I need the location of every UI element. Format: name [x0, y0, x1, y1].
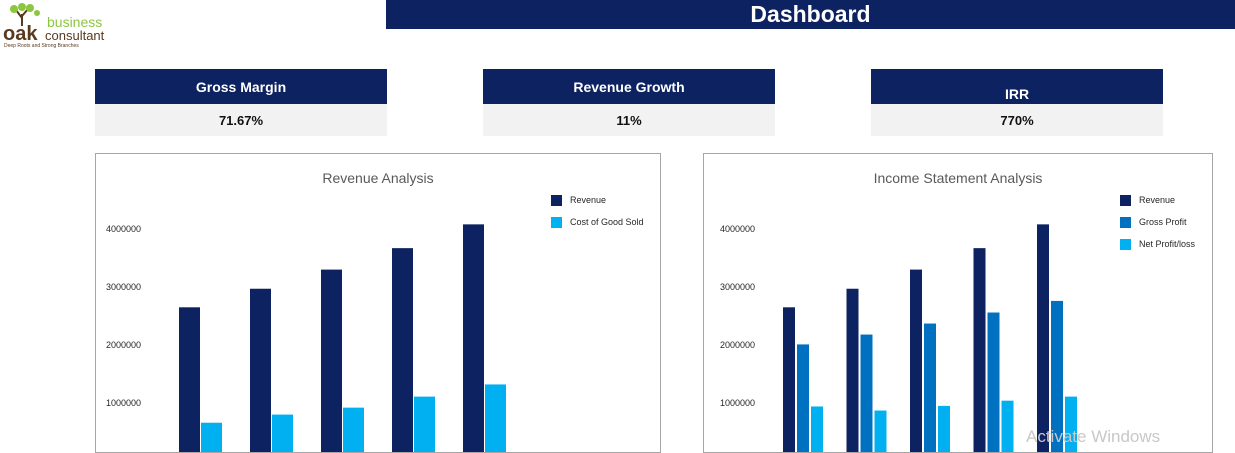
- kpi-value: 71.67%: [95, 104, 387, 136]
- y-tick-label: 3000000: [106, 282, 141, 292]
- bar-net-profit-loss: [811, 406, 823, 452]
- y-tick-label: 1000000: [720, 398, 755, 408]
- kpi-label: Gross Margin: [95, 69, 387, 104]
- bar-net-profit-loss: [938, 405, 950, 452]
- bar-cost-of-good-sold: [343, 407, 364, 452]
- y-tick-label: 4000000: [720, 224, 755, 234]
- bar-cost-of-good-sold: [414, 396, 435, 452]
- company-logo: oak business consultant Deep Roots and S…: [0, 0, 130, 50]
- bar-revenue: [179, 307, 200, 452]
- kpi-value: 770%: [871, 104, 1163, 136]
- bar-net-profit-loss: [1001, 400, 1014, 452]
- bar-revenue: [783, 307, 795, 452]
- legend-swatch: [551, 217, 562, 228]
- bar-gross-profit: [860, 334, 873, 452]
- bar-cost-of-good-sold: [272, 414, 293, 452]
- income-statement-svg: Income Statement Analysis 1000000 2000000 3…: [720, 170, 1196, 452]
- kpi-revenue-growth: Revenue Growth 11%: [483, 69, 775, 136]
- kpi-irr: IRR 770%: [871, 69, 1163, 136]
- bar-net-profit-loss: [1065, 396, 1077, 452]
- kpi-label: IRR: [871, 69, 1163, 104]
- oak-tree-icon: [10, 3, 40, 26]
- legend-label: Net Profit/loss: [1139, 239, 1196, 249]
- bar-gross-profit: [1051, 300, 1063, 452]
- bar-revenue: [321, 269, 342, 452]
- bar-gross-profit: [987, 312, 1000, 452]
- legend-swatch: [1120, 195, 1131, 206]
- bar-revenue: [250, 288, 271, 452]
- legend-label: Revenue: [570, 195, 606, 205]
- dashboard-title: Dashboard: [386, 0, 1235, 29]
- kpi-label: Revenue Growth: [483, 69, 775, 104]
- bar-gross-profit: [924, 323, 936, 452]
- legend-label: Cost of Good Sold: [570, 217, 644, 227]
- legend-swatch: [1120, 239, 1131, 250]
- chart-title: Income Statement Analysis: [874, 170, 1043, 186]
- bar-revenue: [973, 248, 986, 452]
- legend-swatch: [551, 195, 562, 206]
- legend-label: Revenue: [1139, 195, 1175, 205]
- y-tick-label: 2000000: [720, 340, 755, 350]
- chart-title: Revenue Analysis: [322, 170, 433, 186]
- bar-cost-of-good-sold: [201, 422, 222, 452]
- windows-activation-watermark: Activate Windows: [1026, 427, 1161, 446]
- kpi-gross-margin: Gross Margin 71.67%: [95, 69, 387, 136]
- y-tick-label: 1000000: [106, 398, 141, 408]
- logo-text-oak: oak: [3, 23, 38, 45]
- y-tick-label: 3000000: [720, 282, 755, 292]
- logo-text-consultant: consultant: [45, 28, 105, 43]
- income-statement-chart: Income Statement Analysis 1000000 2000000 3…: [703, 153, 1213, 453]
- logo-text-business: business: [47, 14, 102, 30]
- revenue-analysis-svg: Revenue Analysis 1000000 2000000 3000000 400…: [106, 170, 644, 452]
- revenue-analysis-chart: Revenue Analysis 1000000 2000000 3000000 400…: [95, 153, 661, 453]
- legend-swatch: [1120, 217, 1131, 228]
- y-tick-label: 4000000: [106, 224, 141, 234]
- bar-revenue: [910, 269, 922, 452]
- bar-cost-of-good-sold: [485, 384, 506, 452]
- logo-tagline: Deep Roots and Strong Branches: [4, 43, 79, 49]
- legend-label: Gross Profit: [1139, 217, 1187, 227]
- bar-revenue: [463, 224, 484, 452]
- bar-revenue: [392, 248, 413, 452]
- y-tick-label: 2000000: [106, 340, 141, 350]
- bar-revenue: [846, 288, 859, 452]
- bar-revenue: [1037, 224, 1049, 452]
- bar-net-profit-loss: [874, 410, 887, 452]
- kpi-value: 11%: [483, 104, 775, 136]
- bar-gross-profit: [797, 344, 809, 452]
